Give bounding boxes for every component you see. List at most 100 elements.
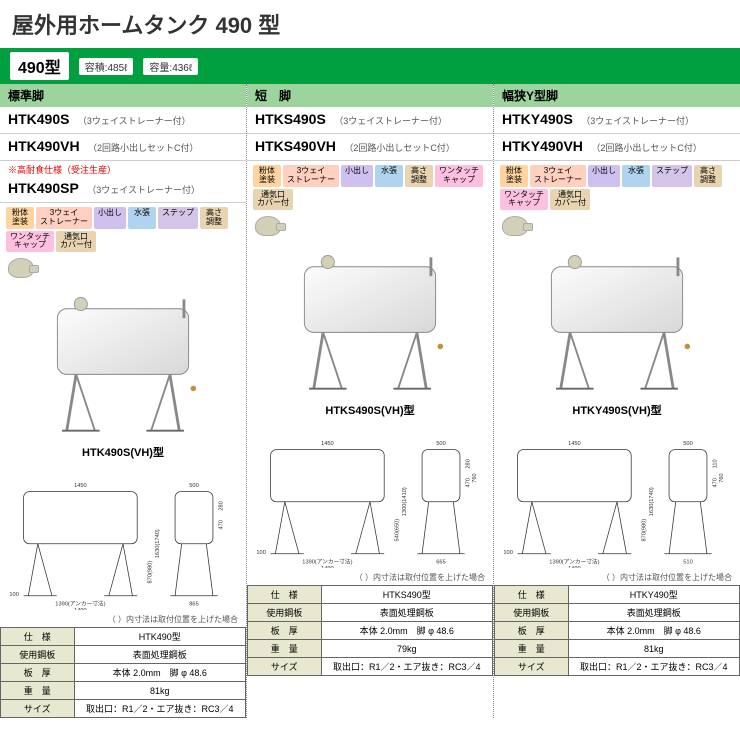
spec-val: HTKS490型: [321, 586, 493, 604]
model-code: HTK490S: [8, 111, 69, 127]
leg-type-label: 標準脚: [0, 84, 246, 107]
red-note: ※高耐食仕様（受注生産）: [8, 163, 238, 176]
spec-hdr: 重 量: [248, 640, 322, 658]
svg-text:110: 110: [712, 460, 718, 469]
feature-chip: ワンタッチキャップ: [500, 189, 548, 211]
column: 標準脚 HTK490S （3ウェイストレーナー付） HTK490VH （2回路小…: [0, 84, 247, 718]
tank-render: [494, 248, 740, 398]
model-code: HTK490VH: [8, 138, 80, 154]
model-note: （3ウェイストレーナー付）: [78, 116, 191, 126]
feature-chip: 水張: [128, 207, 156, 229]
spec-val: HTK490型: [74, 628, 246, 646]
model-row: HTK490SP （3ウェイストレーナー付）: [0, 176, 246, 203]
feature-chip: 水張: [375, 165, 403, 187]
feature-chip: 高さ調整: [694, 165, 722, 187]
chips-row: 粉体塗装3ウェイストレーナー小出し水張高さ調整ワンタッチキャップ通気口カバー付: [247, 161, 493, 214]
cap-icon: [8, 258, 34, 278]
svg-text:1300(1410): 1300(1410): [402, 487, 408, 516]
spec-table: 仕 様HTK490型 使用鋼板表面処理鋼板 板 厚本体 2.0mm 脚 φ 48…: [0, 627, 246, 718]
svg-text:1630(1740): 1630(1740): [649, 487, 655, 516]
svg-text:1450: 1450: [74, 483, 87, 489]
spec-hdr: サイズ: [1, 700, 75, 718]
leg-type-label: 幅狭Y型脚: [494, 84, 740, 107]
spec-hdr: 板 厚: [1, 664, 75, 682]
svg-text:280: 280: [218, 501, 224, 510]
spec-val: 表面処理鋼板: [568, 604, 740, 622]
feature-chip: 高さ調整: [200, 207, 228, 229]
spec-hdr: 重 量: [1, 682, 75, 700]
spec-val: 81kg: [74, 682, 246, 700]
feature-chip: 3ウェイストレーナー: [530, 165, 586, 187]
cap-icon: [255, 216, 281, 236]
chips-row: 粉体塗装3ウェイストレーナー小出し水張ステップ高さ調整ワンタッチキャップ通気口カ…: [494, 161, 740, 214]
chips-row: 粉体塗装3ウェイストレーナー小出し水張ステップ高さ調整ワンタッチキャップ通気口カ…: [0, 203, 246, 256]
dimension-diagram: 1450 1390(アンカー寸法) 1490 100 1630(1740) 87…: [4, 468, 242, 610]
model-code: HTK490SP: [8, 180, 79, 196]
green-bar: 490型 容積:485ℓ 容量:436ℓ: [0, 48, 740, 84]
svg-text:470: 470: [218, 520, 224, 529]
feature-chip: 小出し: [341, 165, 373, 187]
spec-hdr: 重 量: [495, 640, 569, 658]
columns-wrap: 標準脚 HTK490S （3ウェイストレーナー付） HTK490VH （2回路小…: [0, 84, 740, 718]
svg-text:1490: 1490: [321, 566, 334, 568]
spec-val: 本体 2.0mm 脚 φ 48.6: [74, 664, 246, 682]
svg-text:500: 500: [436, 441, 445, 447]
svg-text:870(980): 870(980): [641, 519, 647, 542]
page-title: 屋外用ホームタンク 490 型: [12, 8, 728, 40]
svg-text:500: 500: [189, 483, 198, 489]
svg-text:470: 470: [465, 478, 471, 487]
model-note: （2回路小出しセットC付）: [591, 143, 702, 153]
tank-area: [0, 280, 246, 440]
spec-hdr: 仕 様: [1, 628, 75, 646]
model-row: HTK490S （3ウェイストレーナー付）: [0, 107, 246, 134]
spec-val: 表面処理鋼板: [321, 604, 493, 622]
svg-text:100: 100: [9, 592, 18, 598]
spec-table: 仕 様HTKY490型 使用鋼板表面処理鋼板 板 厚本体 2.0mm 脚 φ 4…: [494, 585, 740, 676]
spec-val: 表面処理鋼板: [74, 646, 246, 664]
svg-text:865: 865: [189, 601, 198, 607]
model-note: （3ウェイストレーナー付）: [334, 116, 447, 126]
diagram-note: （ ）内寸法は取付位置を上げた場合: [494, 572, 740, 585]
model-note: （3ウェイストレーナー付）: [87, 185, 200, 195]
tank-label: HTK490S(VH)型: [0, 444, 246, 460]
svg-text:665: 665: [436, 559, 445, 565]
svg-text:760: 760: [472, 474, 478, 483]
feature-chip: 3ウェイストレーナー: [36, 207, 92, 229]
spec-val: HTKY490型: [568, 586, 740, 604]
svg-text:1450: 1450: [568, 441, 581, 447]
column: 幅狭Y型脚 HTKY490S （3ウェイストレーナー付） HTKY490VH （…: [494, 84, 740, 718]
feature-chip: ステップ: [158, 207, 198, 229]
feature-chip: 高さ調整: [405, 165, 433, 187]
tank-label: HTKY490S(VH)型: [494, 402, 740, 418]
svg-text:1390(アンカー寸法): 1390(アンカー寸法): [549, 557, 599, 565]
spec-hdr: 仕 様: [495, 586, 569, 604]
svg-text:1490: 1490: [568, 566, 581, 568]
svg-text:1450: 1450: [321, 441, 334, 447]
svg-text:100: 100: [503, 550, 512, 556]
feature-chip: 粉体塗装: [500, 165, 528, 187]
spec-val: 81kg: [568, 640, 740, 658]
svg-text:500: 500: [683, 441, 692, 447]
diagram-note: （ ）内寸法は取付位置を上げた場合: [0, 614, 246, 627]
model-note: （3ウェイストレーナー付）: [581, 116, 694, 126]
feature-chip: 小出し: [94, 207, 126, 229]
dimension-diagram: 1450 1390(アンカー寸法) 1490 100 1630(1740) 87…: [498, 426, 736, 568]
model-row: HTKY490S （3ウェイストレーナー付）: [494, 107, 740, 134]
spec-hdr: 使用鋼板: [248, 604, 322, 622]
svg-text:470: 470: [712, 478, 718, 487]
model-row: HTKY490VH （2回路小出しセットC付）: [494, 134, 740, 161]
diagram-note: （ ）内寸法は取付位置を上げた場合: [247, 572, 493, 585]
tank-render: [247, 248, 493, 398]
spec-hdr: 板 厚: [248, 622, 322, 640]
svg-text:1390(アンカー寸法): 1390(アンカー寸法): [302, 557, 352, 565]
svg-text:1490: 1490: [74, 608, 87, 610]
feature-chip: 水張: [622, 165, 650, 187]
cap-icon: [502, 216, 528, 236]
model-code: HTKY490S: [502, 111, 573, 127]
spec-hdr: サイズ: [495, 658, 569, 676]
svg-text:540(650): 540(650): [394, 519, 400, 542]
diagram-area: 1450 1390(アンカー寸法) 1490 100 1300(1410) 54…: [247, 422, 493, 572]
model-code: HTKY490VH: [502, 138, 583, 154]
spec-chip: 容量:436ℓ: [143, 58, 198, 75]
svg-text:280: 280: [465, 459, 471, 468]
